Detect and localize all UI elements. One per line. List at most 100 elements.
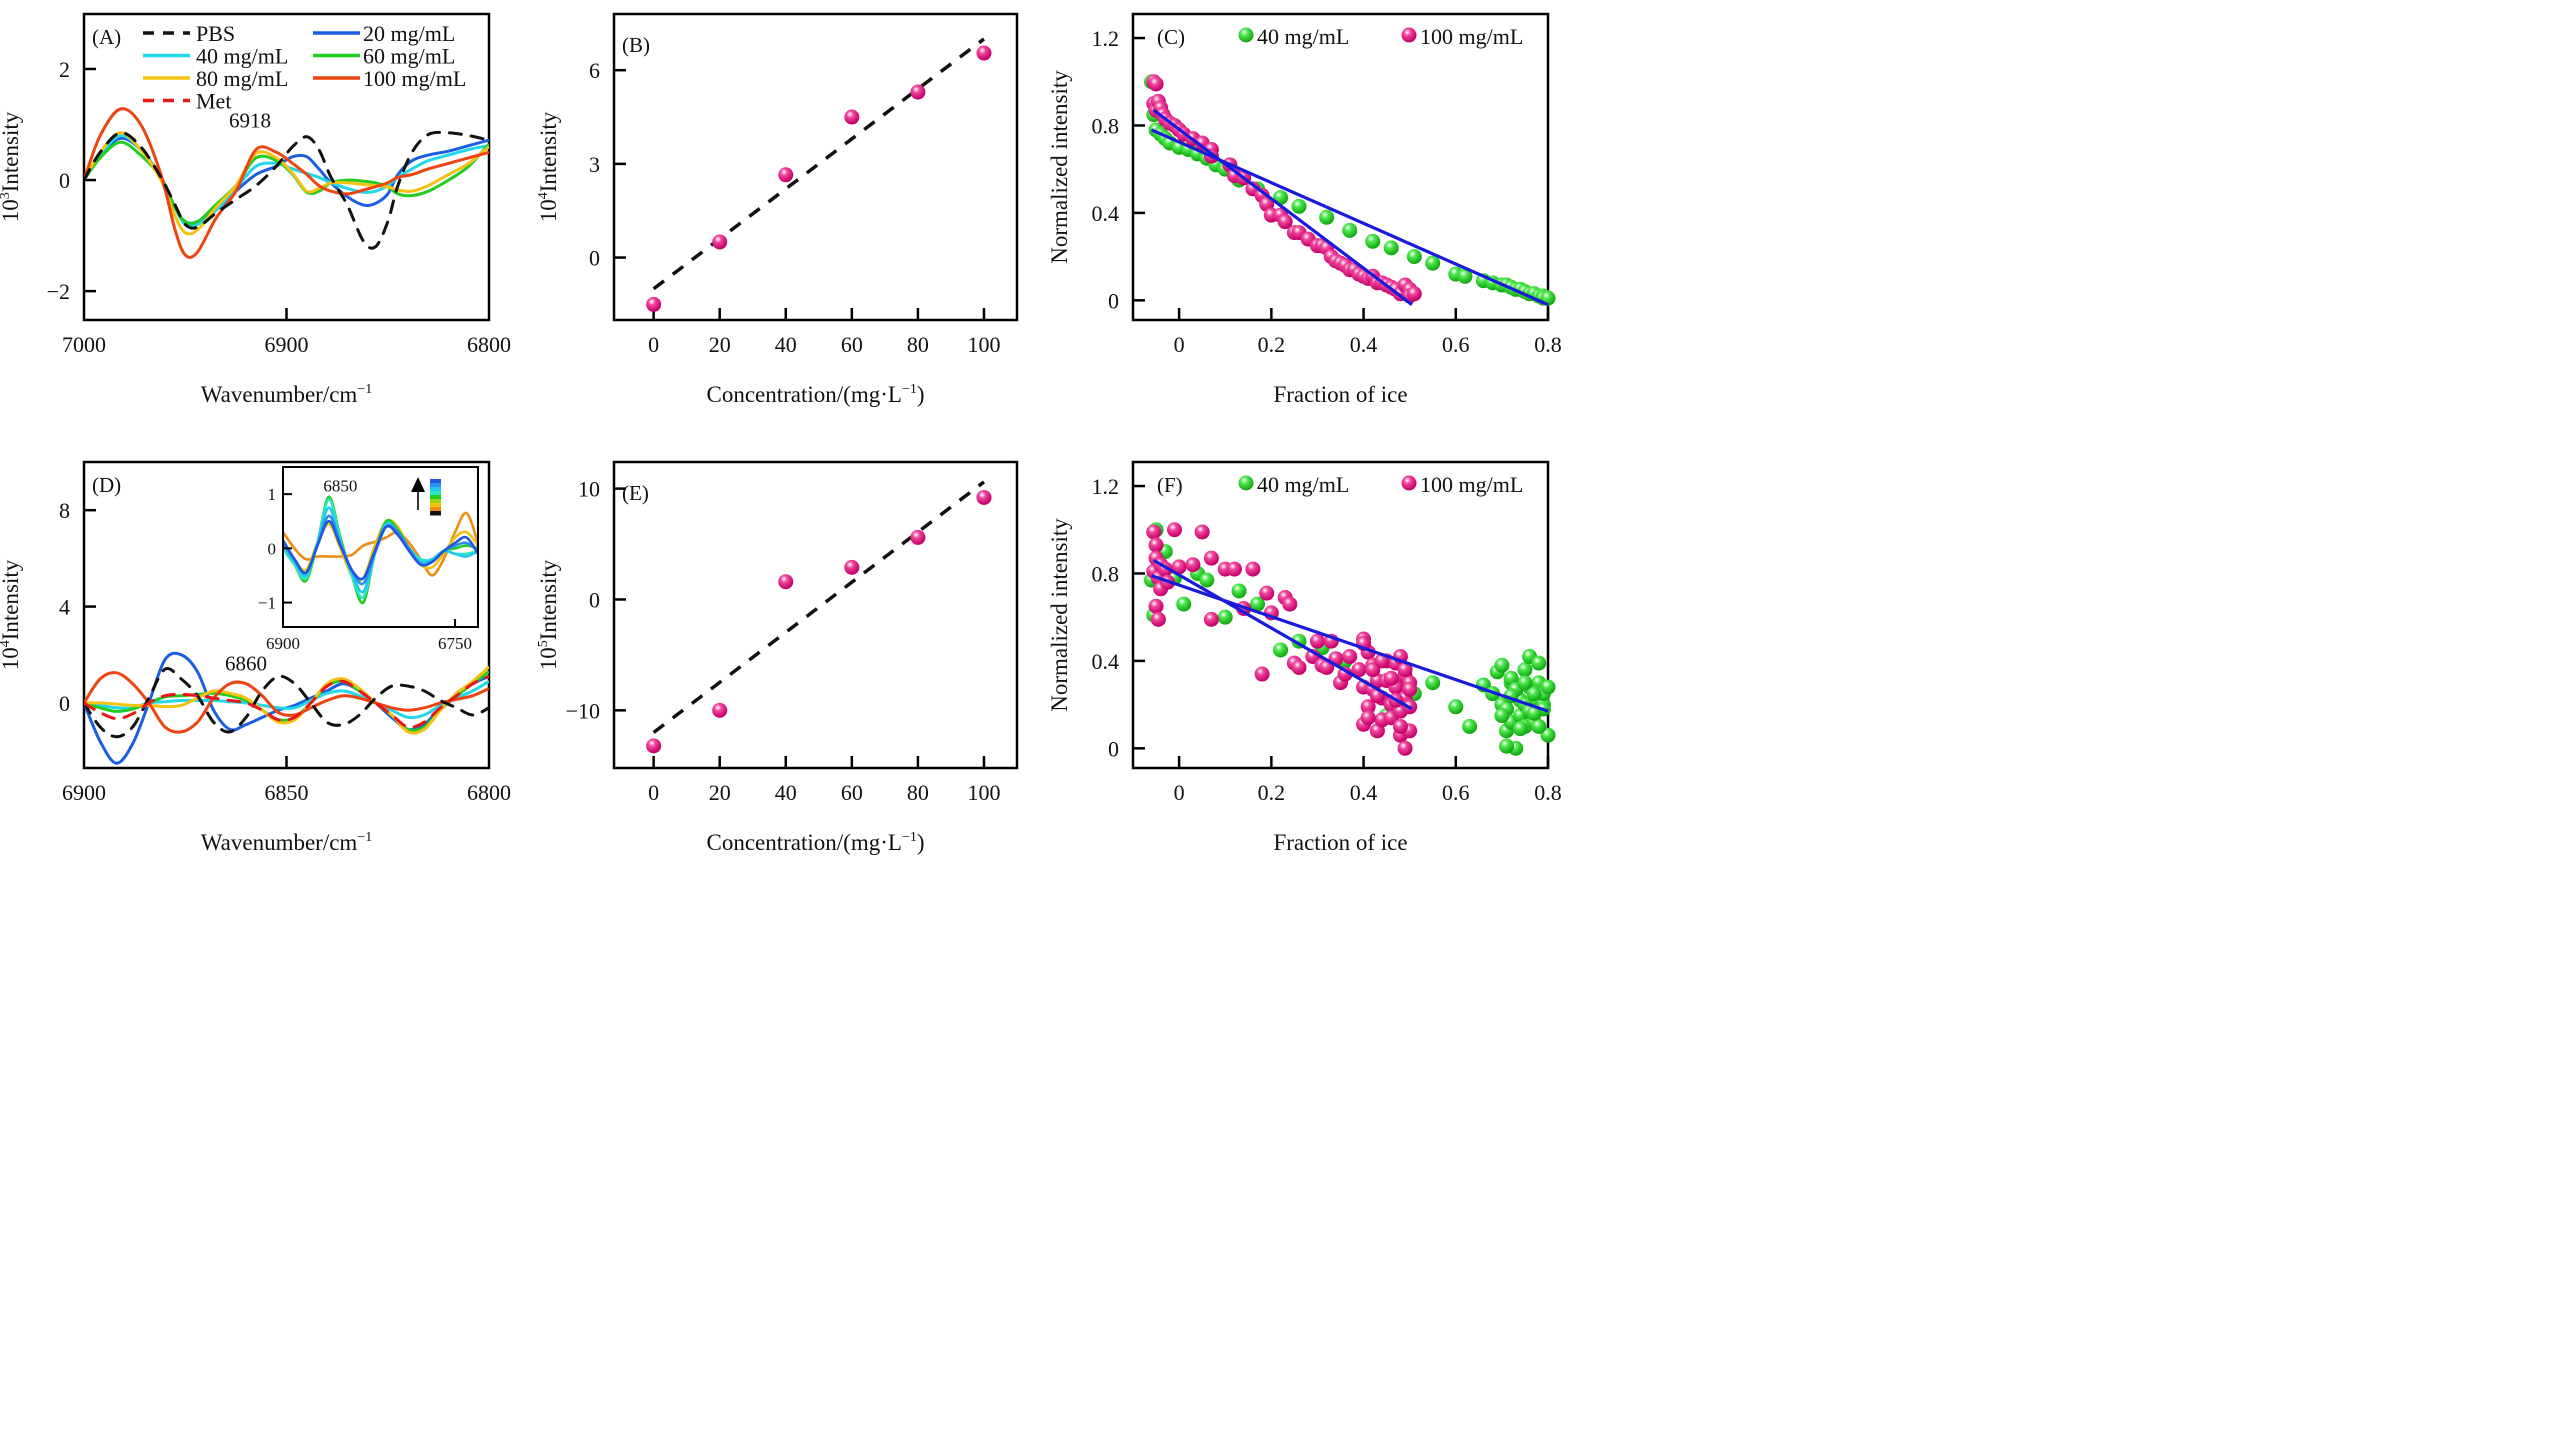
x-tick-label: 0.6 (1442, 780, 1470, 805)
data-point (1406, 286, 1422, 302)
x-axis-label-text: Concentration/(mg·L (706, 830, 901, 855)
y-axis-label-prefix: 10 (0, 647, 23, 670)
data-point (1185, 557, 1201, 573)
data-point (1392, 718, 1408, 734)
colorbar-swatch (430, 479, 441, 484)
fit-line (1150, 574, 1549, 713)
data-point (1309, 633, 1325, 649)
data-point (1360, 710, 1376, 726)
y-axis-label-prefix: 10 (0, 199, 23, 222)
inset-x-tick-label: 6750 (438, 634, 472, 653)
data-point (1337, 666, 1353, 682)
y-axis-label-text: Intensity (536, 111, 561, 192)
data-point (1342, 649, 1358, 665)
plot-frame (1131, 460, 1550, 770)
data-point (1425, 675, 1441, 691)
series-line-80-mg-ml (84, 131, 489, 236)
inset-series-line-blue (283, 519, 478, 581)
data-point (1254, 666, 1270, 682)
y-tick-label: 4 (59, 595, 70, 620)
data-point (1176, 596, 1192, 612)
legend-label: 40 mg/mL (1257, 24, 1349, 49)
legend-label: 20 mg/mL (363, 21, 455, 46)
y-tick-label: 0 (1108, 736, 1119, 761)
fit-line (1152, 108, 1413, 306)
data-point (1245, 561, 1261, 577)
y-tick-label: −10 (566, 698, 600, 723)
data-point (976, 45, 992, 61)
data-point (1526, 686, 1542, 702)
legend-label: 40 mg/mL (196, 44, 288, 69)
x-tick-label: 60 (841, 780, 863, 805)
peak-annotation: 6860 (225, 651, 267, 675)
data-point (1203, 611, 1219, 627)
panel-a: 2 0 −2 7000 6900 6800 (A) 6918 Wavenumber/cm−1 10… (0, 12, 511, 407)
inset-y-tick-label: 1 (268, 485, 277, 504)
x-axis-label-text: Fraction of ice (1273, 830, 1407, 855)
y-tick-label: 0 (59, 691, 70, 716)
y-axis-label: 105Intensity (536, 559, 561, 670)
x-tick-label: 0.8 (1534, 332, 1562, 357)
data-point (1250, 596, 1265, 612)
colorbar-swatch (430, 491, 441, 496)
data-point (1291, 198, 1307, 214)
inset: 1 0 −1 6900 6750 6850 (258, 466, 479, 653)
y-axis-label-sup: 5 (536, 640, 551, 647)
x-tick-label: 100 (967, 780, 1000, 805)
y-tick-label: 10 (578, 477, 600, 502)
data-point (1146, 524, 1162, 540)
data-point (646, 296, 662, 312)
y-tick-label: 0.8 (1092, 561, 1120, 586)
x-tick-label: 6850 (265, 780, 309, 805)
data-point (910, 84, 926, 100)
data-point (1194, 524, 1210, 540)
legend-label: 100 mg/mL (1420, 472, 1523, 497)
data-point (1319, 209, 1335, 225)
y-axis-label-prefix: 10 (536, 199, 561, 222)
data-point (1217, 609, 1233, 625)
x-tick-label: 0 (1174, 332, 1185, 357)
x-axis-label: Concentration/(mg·L−1) (706, 830, 924, 855)
panel-label: (B) (622, 33, 650, 57)
y-tick-label: 8 (59, 498, 70, 523)
series-points-100-mg-ml (1146, 522, 1418, 756)
legend-label: 80 mg/mL (196, 66, 288, 91)
data-point (1462, 718, 1478, 734)
data-point (1171, 559, 1187, 575)
x-tick-label: 40 (775, 780, 797, 805)
data-point (1203, 550, 1219, 566)
x-axis-label-text: Concentration/(mg·L (706, 382, 901, 407)
data-point (1277, 214, 1293, 230)
x-axis-label-end: ) (917, 830, 925, 855)
data-point (1494, 657, 1510, 673)
panel-b: 6 3 0 0 20 40 60 80 100 (B) Concentration/(mg·L−1)… (536, 12, 1019, 407)
panel-label: (D) (92, 473, 121, 497)
inset-frame (282, 466, 479, 628)
colorbar-swatch (430, 511, 441, 516)
fit-line (1152, 558, 1413, 711)
y-axis-label: Normalized intensity (1047, 70, 1072, 264)
panel-c: 0 0.4 0.8 1.2 0 0.2 0.4 0.6 0.8 (C) 40 mg/mL 100 mg… (1047, 12, 1562, 407)
x-axis-label: Fraction of ice (1273, 830, 1407, 855)
panel-e: 100−100 20 40 60 80 100(E)Concentration/(mg·L… (536, 460, 1019, 855)
inset-peak-annotation: 6850 (323, 476, 357, 495)
legend-label: 40 mg/mL (1257, 472, 1349, 497)
data-point (1226, 561, 1242, 577)
data-point (1402, 681, 1418, 697)
y-tick-label: 1.2 (1092, 26, 1120, 51)
data-point (712, 702, 728, 718)
y-axis-label-sup: 4 (536, 192, 551, 199)
x-tick-label: 20 (709, 780, 731, 805)
x-axis-label-sup: −1 (357, 382, 372, 397)
colorbar-swatch (430, 487, 441, 492)
y-tick-label: 0 (589, 246, 600, 271)
y-tick-label: −2 (47, 279, 70, 304)
x-tick-label: 6800 (467, 780, 511, 805)
data-point (712, 234, 728, 250)
data-point (844, 109, 860, 125)
data-point (1531, 655, 1547, 671)
x-axis-label: Concentration/(mg·L−1) (706, 382, 924, 407)
series-line-met (84, 674, 489, 729)
panel-label: (A) (92, 25, 121, 49)
